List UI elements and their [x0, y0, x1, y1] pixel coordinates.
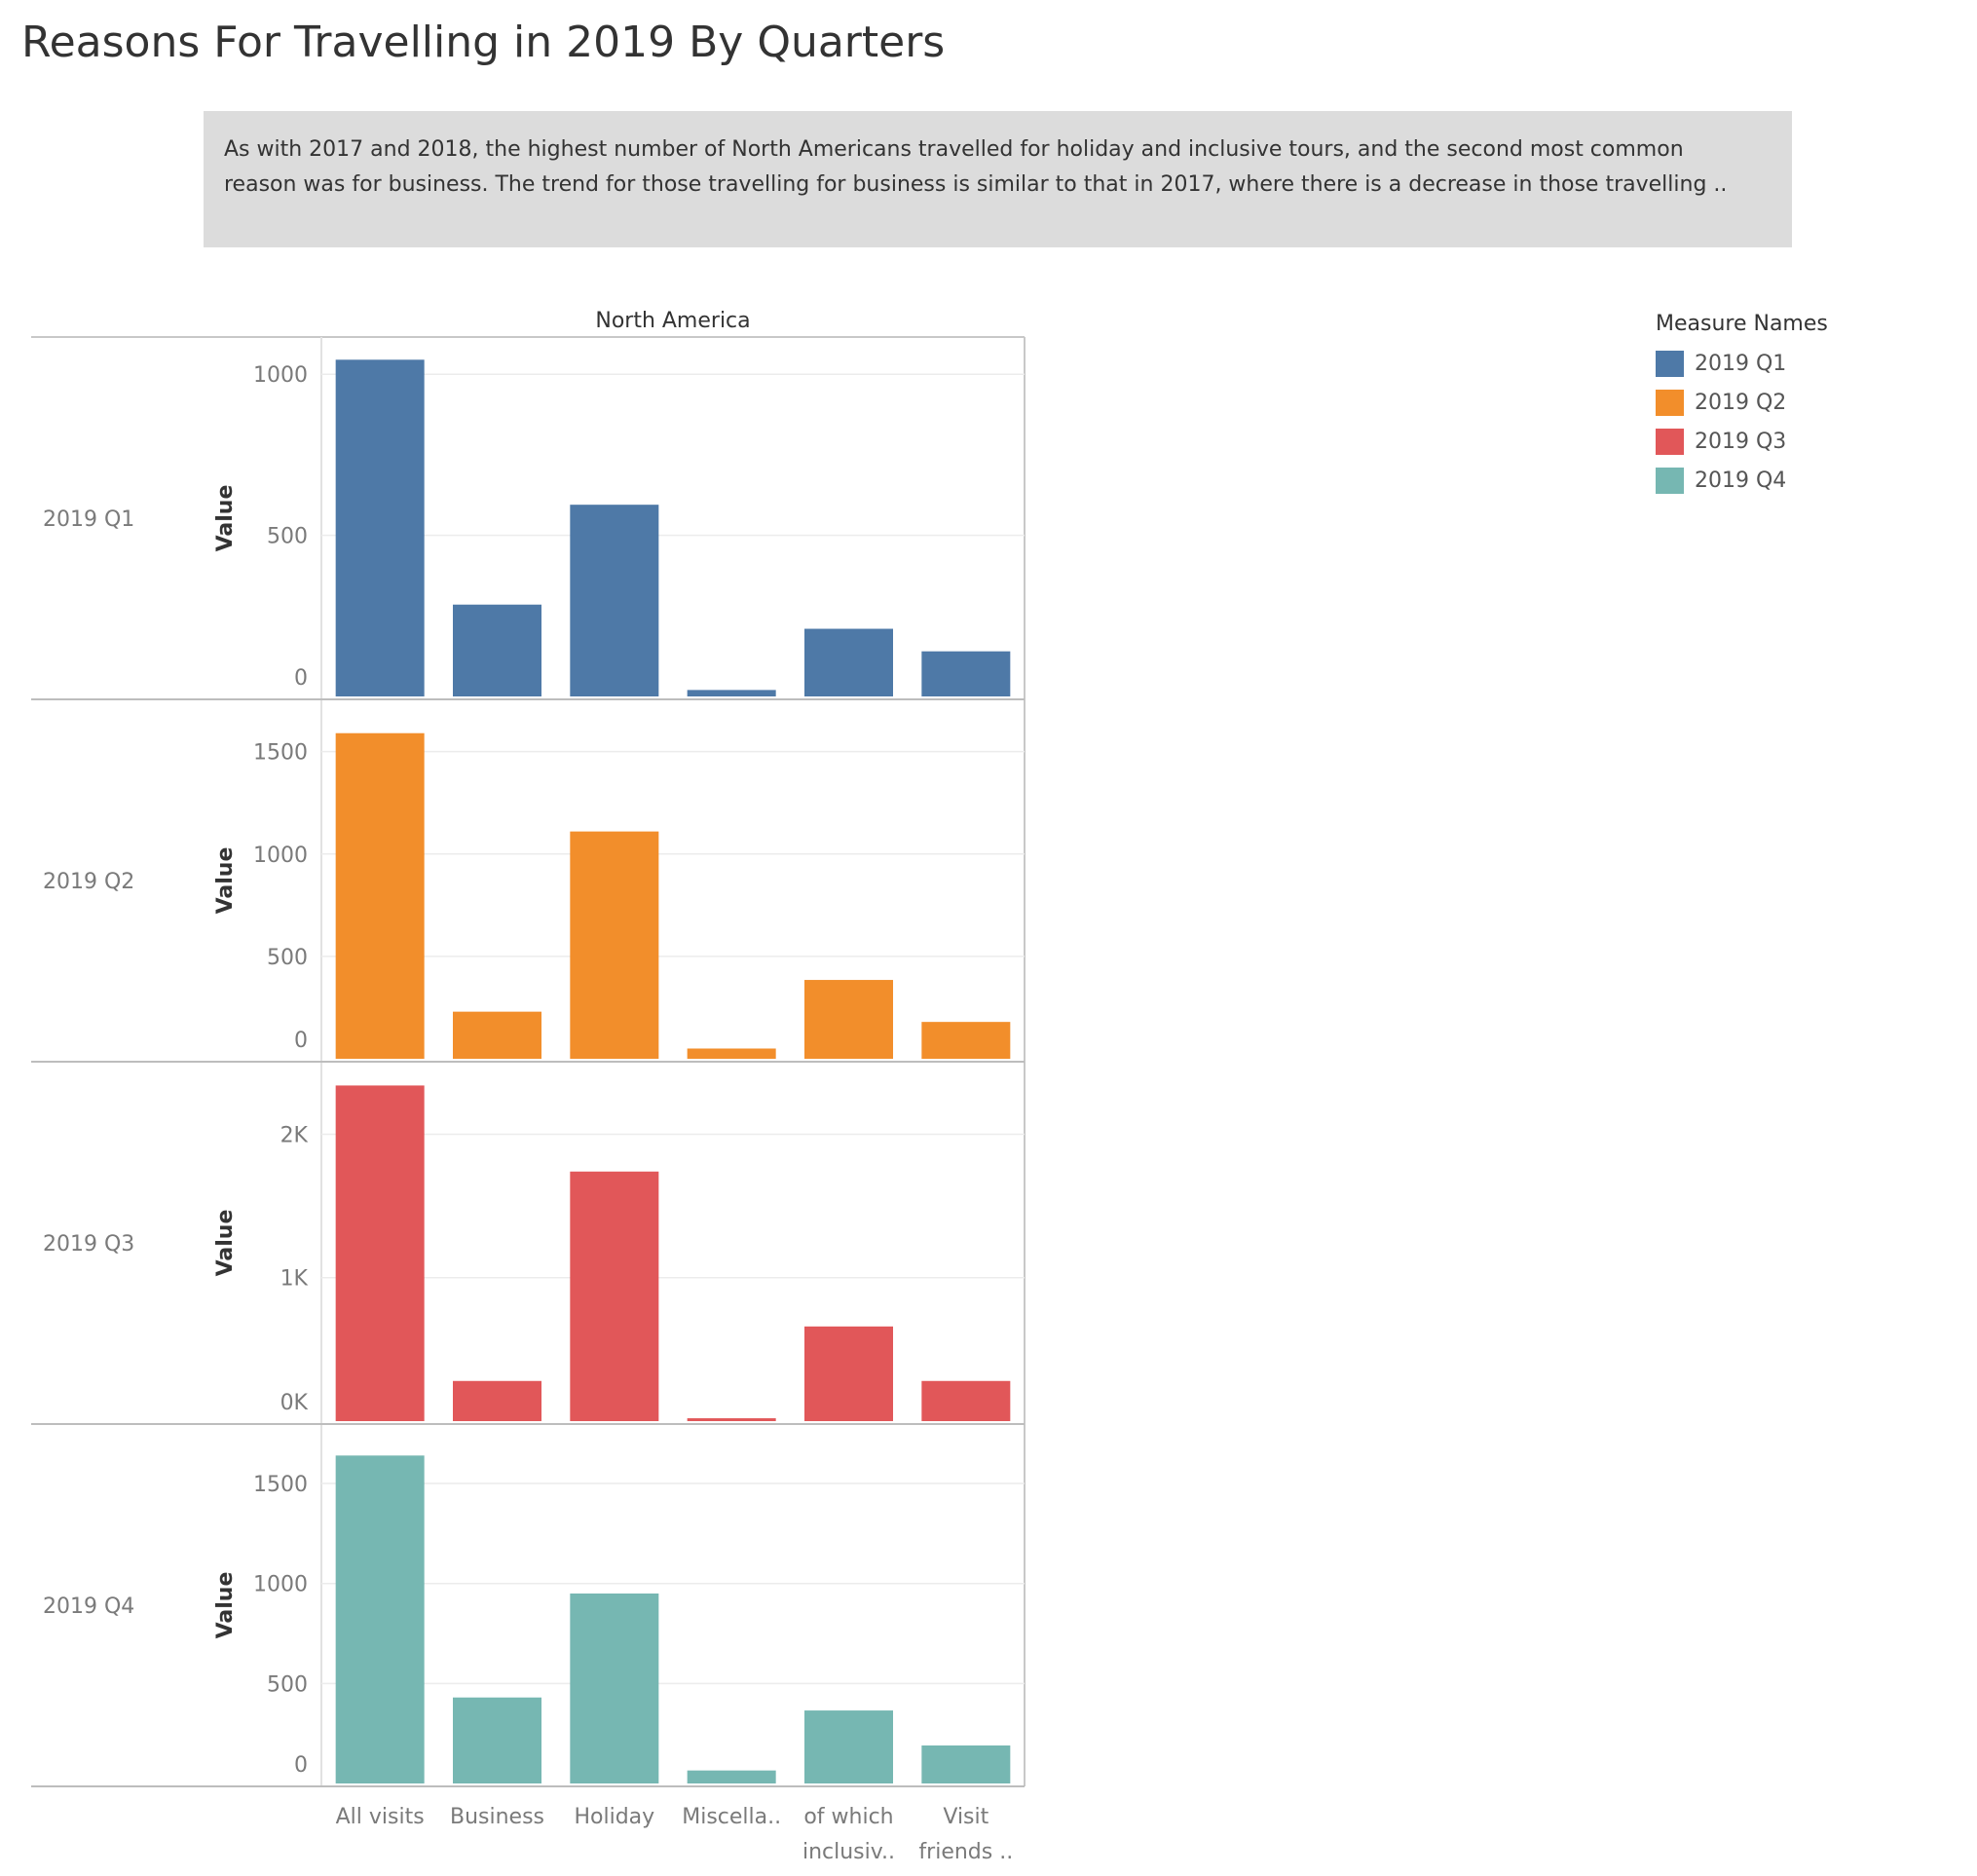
- caption-line-1: As with 2017 and 2018, the highest numbe…: [224, 137, 1684, 162]
- bar: [921, 1380, 1011, 1421]
- y-axis-label: Value: [213, 1210, 238, 1277]
- bar: [335, 1085, 425, 1421]
- row-label: 2019 Q2: [43, 870, 134, 894]
- page-title: Reasons For Travelling in 2019 By Quarte…: [21, 18, 946, 67]
- bar: [687, 1048, 776, 1059]
- legend-label: 2019 Q2: [1695, 390, 1787, 415]
- bar: [570, 505, 659, 696]
- x-tick-label: of which: [803, 1805, 893, 1829]
- bar: [804, 980, 893, 1059]
- legend-swatch: [1656, 389, 1684, 416]
- bar: [687, 1770, 776, 1783]
- bar: [570, 1593, 659, 1783]
- y-tick-label: 0K: [280, 1391, 309, 1415]
- legend-swatch: [1656, 428, 1684, 455]
- y-tick-label: 1000: [253, 363, 308, 388]
- legend-swatch: [1656, 350, 1684, 377]
- y-axis-label: Value: [213, 1572, 238, 1639]
- bar: [453, 1011, 541, 1059]
- x-tick-label: friends ..: [918, 1840, 1013, 1864]
- y-tick-label: 0: [294, 1029, 308, 1053]
- y-tick-label: 500: [267, 1672, 308, 1697]
- bar: [453, 1697, 541, 1783]
- caption-box: As with 2017 and 2018, the highest numbe…: [204, 111, 1792, 247]
- legend-item[interactable]: 2019 Q3: [1656, 422, 1828, 461]
- legend-title: Measure Names: [1656, 312, 1828, 336]
- legend-item[interactable]: 2019 Q2: [1656, 383, 1828, 422]
- legend-label: 2019 Q3: [1695, 429, 1787, 454]
- legend: Measure Names 2019 Q1 2019 Q2 2019 Q3 2019 …: [1656, 312, 1828, 500]
- y-tick-label: 500: [267, 946, 308, 970]
- legend-label: 2019 Q4: [1695, 468, 1787, 493]
- caption-line-2: reason was for business. The trend for t…: [224, 172, 1728, 197]
- bar: [921, 651, 1011, 696]
- x-tick-label: Miscella..: [682, 1805, 781, 1829]
- row-label: 2019 Q3: [43, 1232, 134, 1257]
- bar-chart: North America 0 500 1000 2019 Q1 Value 0 500 100…: [31, 309, 1026, 1864]
- bar: [335, 359, 425, 696]
- x-tick-label: Business: [450, 1805, 544, 1829]
- row-label: 2019 Q4: [43, 1595, 134, 1619]
- bar: [570, 1171, 659, 1421]
- legend-item[interactable]: 2019 Q4: [1656, 461, 1828, 500]
- x-tick-label: All visits: [336, 1805, 425, 1829]
- x-tick-label: Holiday: [574, 1805, 654, 1829]
- legend-label: 2019 Q1: [1695, 351, 1787, 376]
- y-axis-label: Value: [213, 847, 238, 915]
- bar: [335, 1455, 425, 1783]
- y-tick-label: 0: [294, 1753, 308, 1778]
- y-tick-label: 0: [294, 666, 308, 691]
- bar: [921, 1745, 1011, 1783]
- bar: [804, 1710, 893, 1783]
- chart-frame: [31, 336, 1026, 1787]
- bar: [687, 1418, 776, 1421]
- bar: [453, 1380, 541, 1421]
- legend-item[interactable]: 2019 Q1: [1656, 344, 1828, 383]
- x-tick-label: inclusiv..: [802, 1840, 895, 1864]
- bar: [570, 831, 659, 1059]
- bar: [335, 732, 425, 1059]
- bars: [335, 359, 1011, 1783]
- bar: [804, 1326, 893, 1421]
- y-tick-label: 2K: [280, 1123, 309, 1147]
- y-tick-label: 1500: [253, 741, 308, 766]
- bar: [921, 1022, 1011, 1059]
- y-axis-label: Value: [213, 485, 238, 552]
- x-tick-label: Visit: [943, 1805, 988, 1829]
- bar: [687, 690, 776, 696]
- y-tick-label: 1K: [280, 1267, 309, 1292]
- y-tick-label: 1000: [253, 844, 308, 868]
- y-tick-label: 500: [267, 525, 308, 549]
- y-tick-label: 1500: [253, 1473, 308, 1497]
- legend-swatch: [1656, 467, 1684, 494]
- bar: [804, 628, 893, 696]
- gridlines: [321, 373, 1025, 1685]
- column-header: North America: [595, 309, 750, 333]
- bar: [453, 604, 541, 696]
- y-tick-label: 1000: [253, 1573, 308, 1597]
- labels: North America 0 500 1000 2019 Q1 Value 0 500 100…: [43, 309, 1013, 1864]
- row-label: 2019 Q1: [43, 507, 134, 532]
